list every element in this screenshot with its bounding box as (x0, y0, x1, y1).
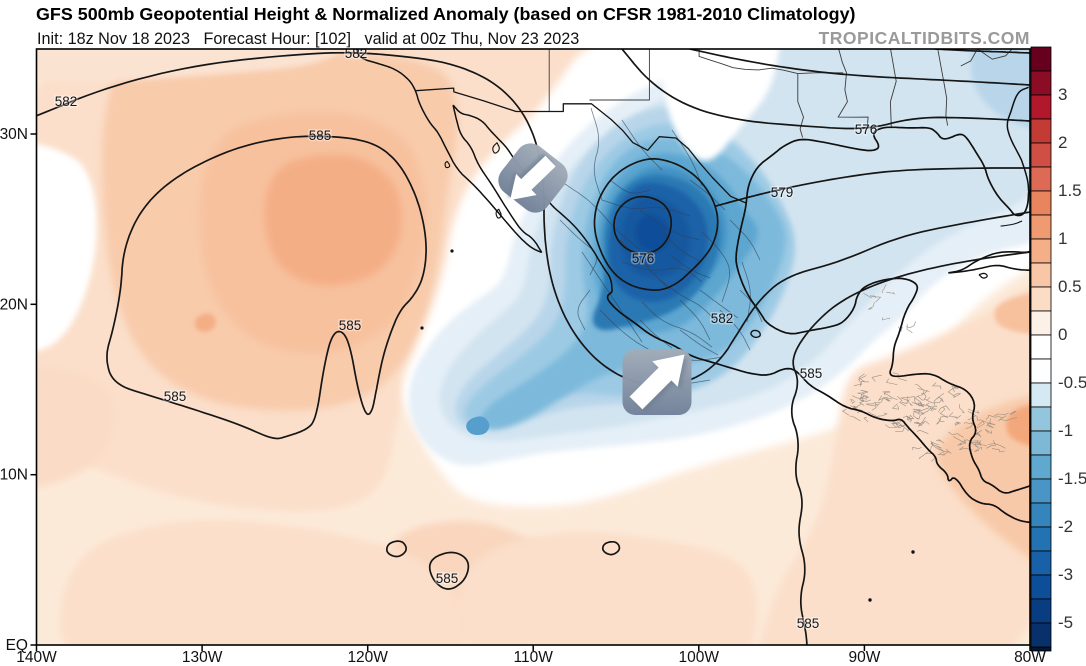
svg-text:-1.5: -1.5 (1058, 469, 1086, 488)
svg-text:576: 576 (632, 251, 655, 266)
svg-text:30N: 30N (0, 126, 28, 143)
svg-text:-5: -5 (1058, 613, 1073, 632)
svg-text:1.5: 1.5 (1058, 181, 1082, 200)
svg-text:585: 585 (339, 318, 362, 333)
svg-text:585: 585 (800, 366, 823, 381)
svg-text:579: 579 (771, 185, 794, 200)
svg-text:585: 585 (436, 571, 459, 586)
svg-text:-0.5: -0.5 (1058, 373, 1086, 392)
svg-text:582: 582 (55, 94, 78, 109)
svg-text:EQ: EQ (6, 637, 28, 654)
svg-text:90W: 90W (848, 649, 880, 666)
svg-text:10N: 10N (0, 467, 28, 484)
svg-text:0.5: 0.5 (1058, 277, 1082, 296)
svg-text:582: 582 (345, 46, 368, 61)
svg-text:-2: -2 (1058, 517, 1073, 536)
svg-text:130W: 130W (182, 649, 223, 666)
svg-text:100W: 100W (679, 649, 720, 666)
svg-text:110W: 110W (514, 649, 554, 666)
svg-text:1: 1 (1058, 229, 1067, 248)
svg-text:80W: 80W (1014, 649, 1046, 666)
svg-text:3: 3 (1058, 85, 1067, 104)
svg-text:20N: 20N (0, 296, 28, 313)
svg-text:576: 576 (855, 122, 878, 137)
svg-text:-1: -1 (1058, 421, 1073, 440)
svg-text:582: 582 (711, 311, 734, 326)
svg-text:140W: 140W (16, 649, 57, 666)
svg-text:585: 585 (309, 128, 332, 143)
svg-text:120W: 120W (347, 649, 388, 666)
svg-text:585: 585 (797, 616, 820, 631)
svg-text:2: 2 (1058, 133, 1067, 152)
svg-text:-3: -3 (1058, 565, 1073, 584)
svg-text:585: 585 (164, 389, 187, 404)
svg-text:0: 0 (1058, 325, 1067, 344)
